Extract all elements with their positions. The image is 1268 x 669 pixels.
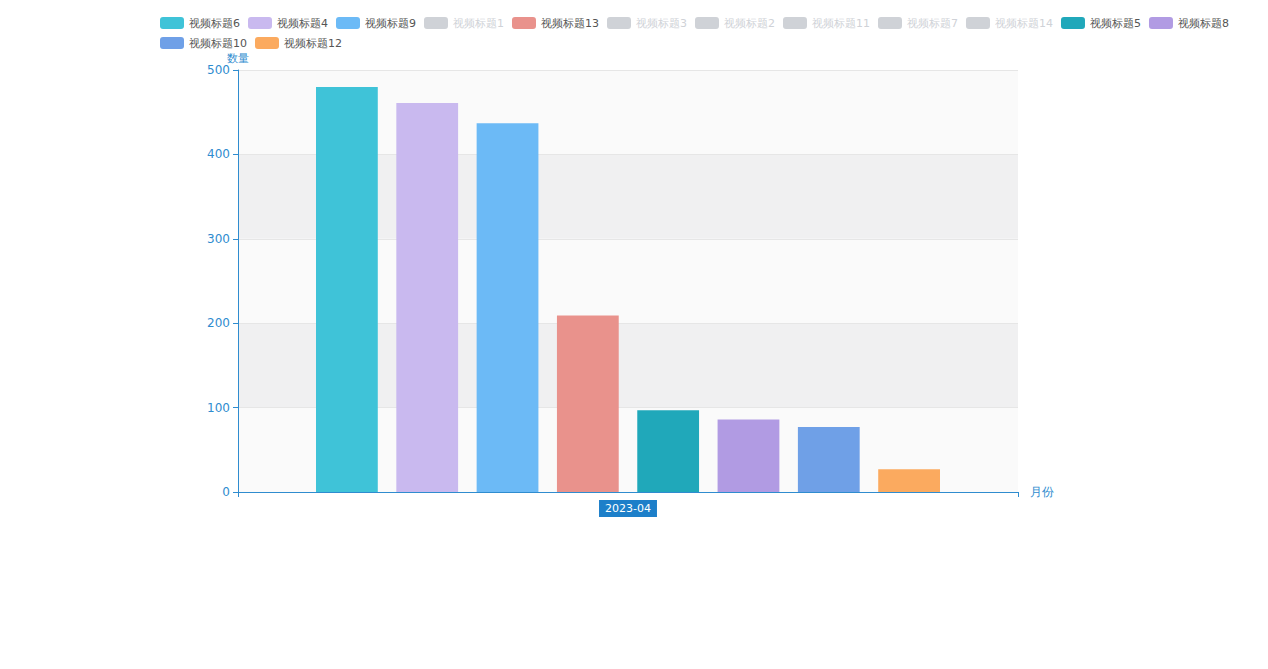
svg-text:视频标题1: 视频标题1 <box>453 17 504 30</box>
svg-text:视频标题8: 视频标题8 <box>1178 17 1229 30</box>
svg-text:2023-04: 2023-04 <box>605 502 651 515</box>
svg-text:视频标题10: 视频标题10 <box>189 37 247 50</box>
svg-text:100: 100 <box>207 401 230 415</box>
svg-text:视频标题9: 视频标题9 <box>365 17 416 30</box>
svg-text:数量: 数量 <box>227 52 249 65</box>
svg-text:视频标题7: 视频标题7 <box>907 17 958 30</box>
svg-text:视频标题5: 视频标题5 <box>1090 17 1141 30</box>
svg-text:视频标题4: 视频标题4 <box>277 17 328 30</box>
svg-text:0: 0 <box>222 485 230 499</box>
svg-text:视频标题11: 视频标题11 <box>812 17 870 30</box>
svg-text:400: 400 <box>207 147 230 161</box>
svg-text:视频标题6: 视频标题6 <box>189 17 240 30</box>
svg-text:200: 200 <box>207 316 230 330</box>
svg-text:500: 500 <box>207 63 230 77</box>
svg-text:300: 300 <box>207 232 230 246</box>
svg-text:视频标题3: 视频标题3 <box>636 17 687 30</box>
svg-text:视频标题14: 视频标题14 <box>995 17 1053 30</box>
svg-text:视频标题13: 视频标题13 <box>541 17 599 30</box>
svg-text:视频标题12: 视频标题12 <box>284 37 342 50</box>
svg-text:视频标题2: 视频标题2 <box>724 17 775 30</box>
svg-text:月份: 月份 <box>1030 485 1054 499</box>
